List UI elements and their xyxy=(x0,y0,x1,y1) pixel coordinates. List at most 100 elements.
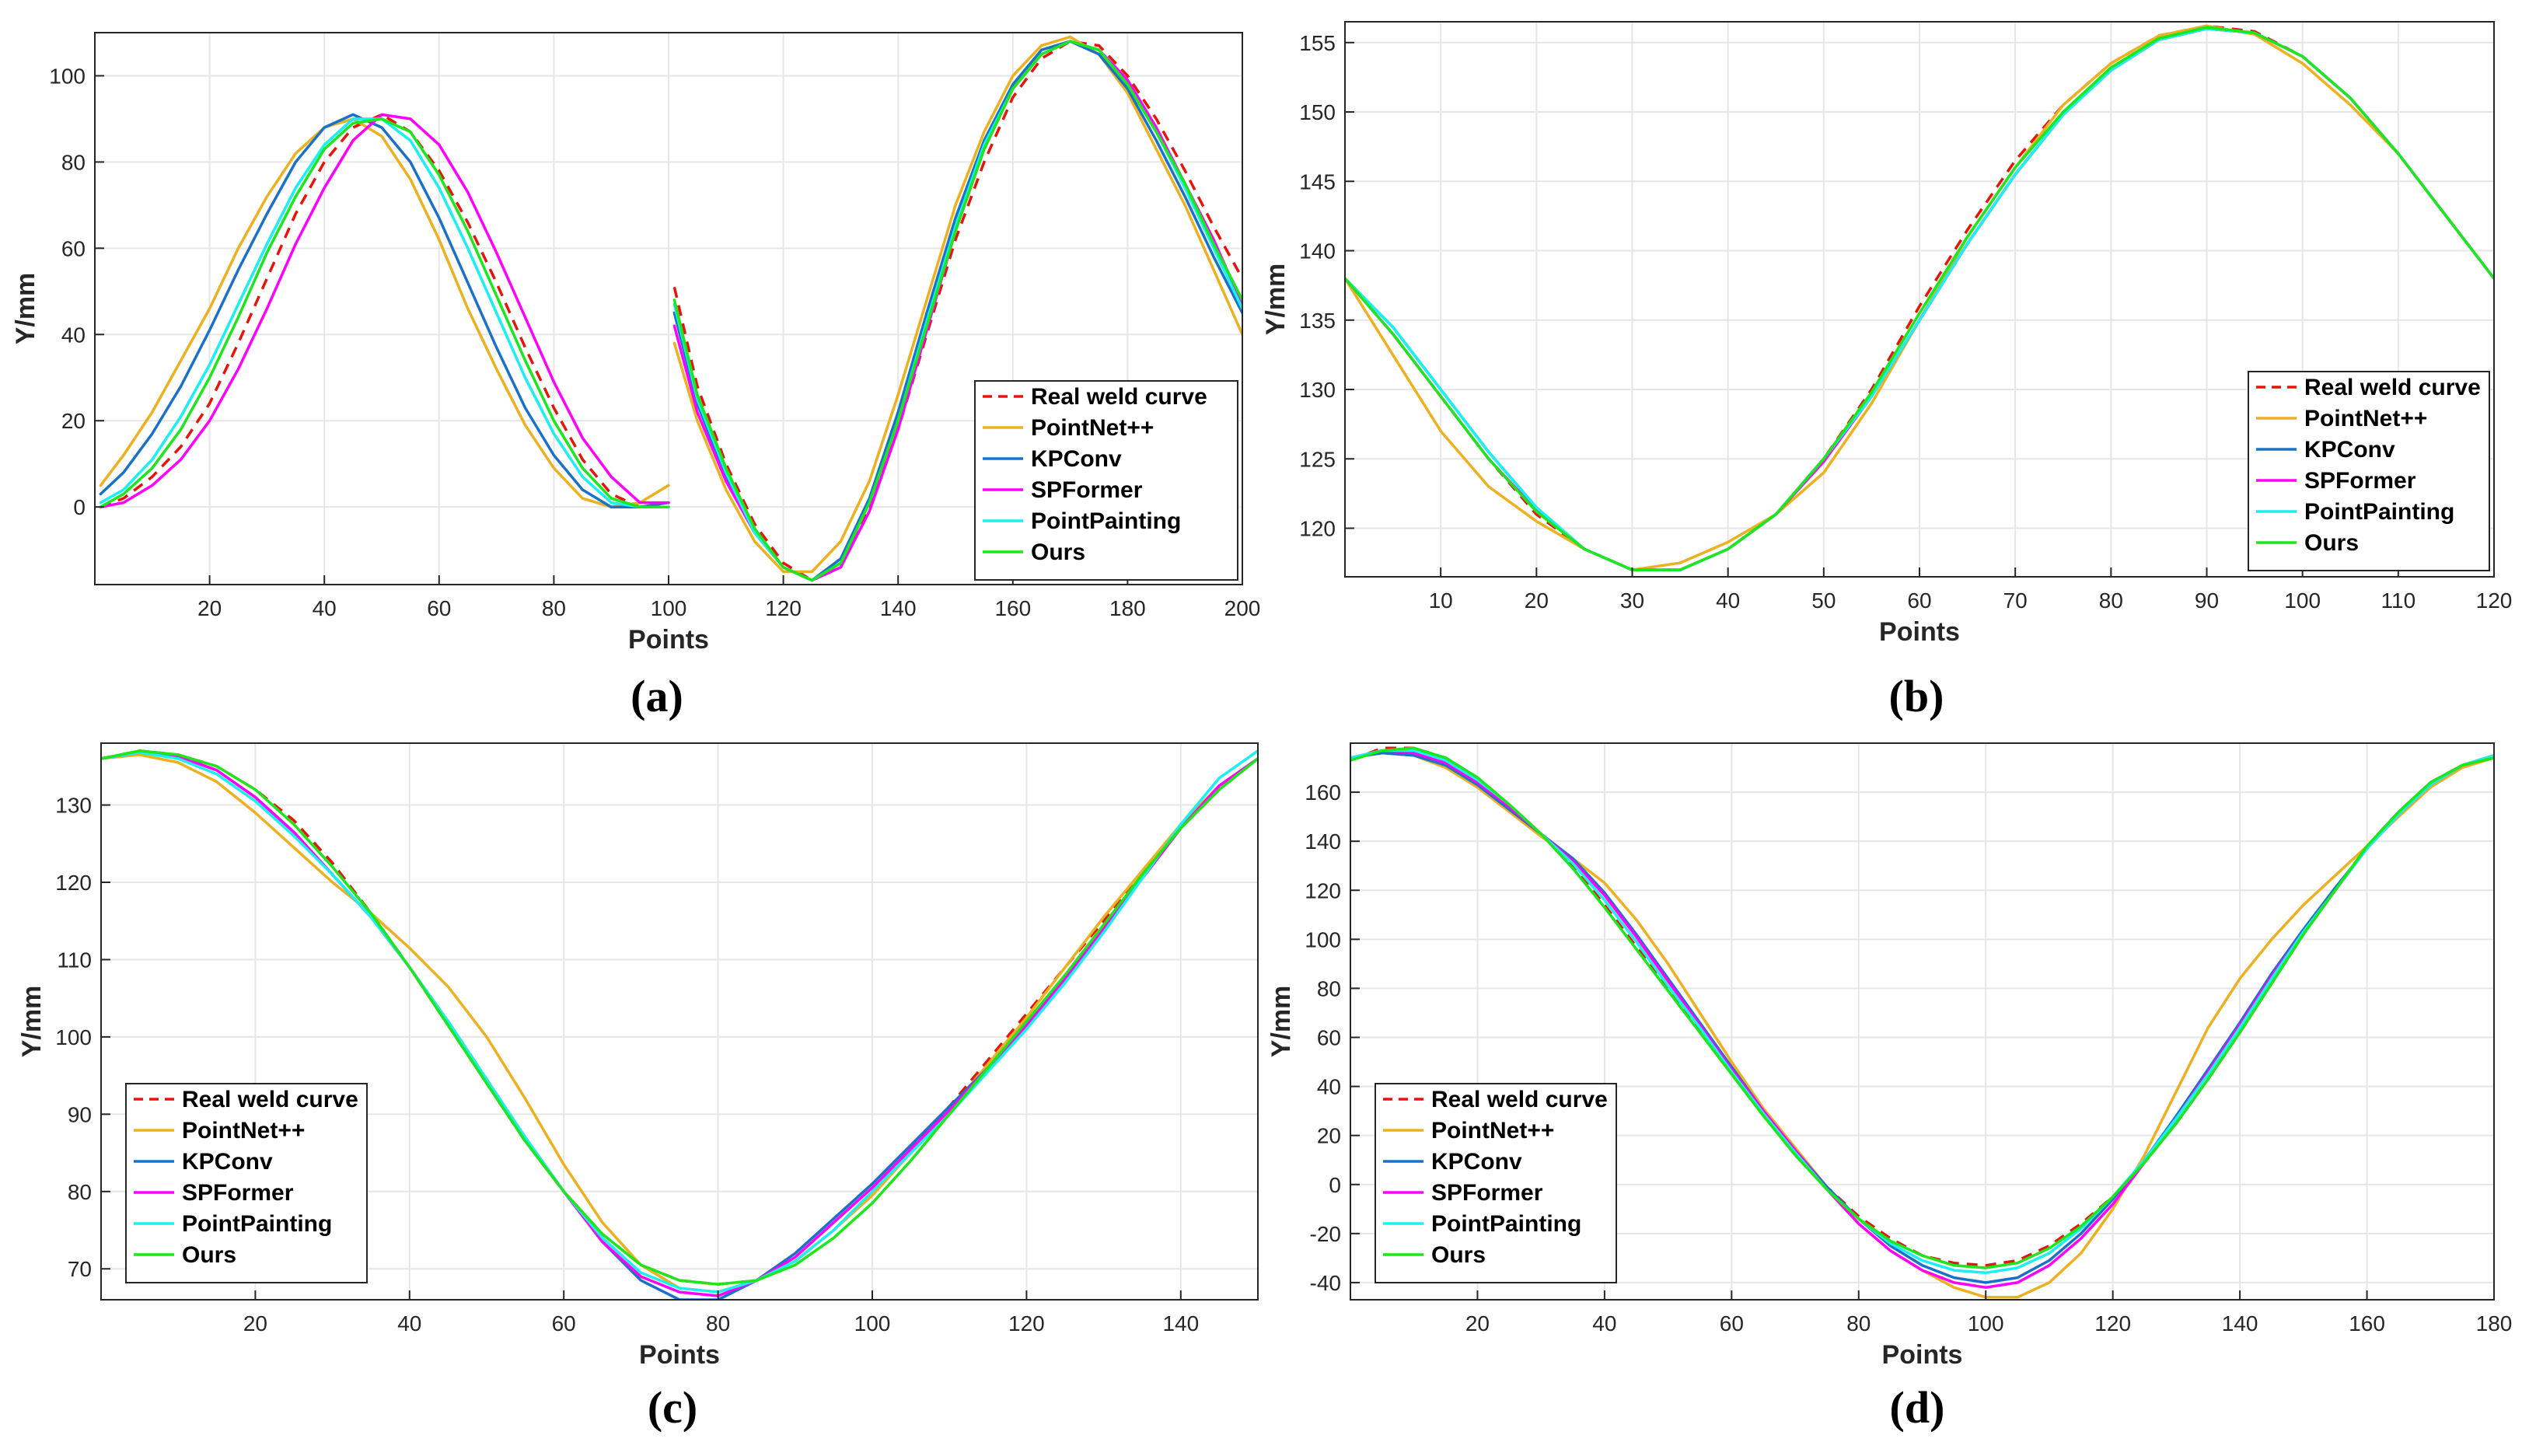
y-tick-label: 100 xyxy=(1305,927,1341,951)
x-tick-label: 100 xyxy=(854,1311,891,1336)
y-axis-label: Y/mm xyxy=(1266,986,1296,1058)
series-line-pointnet- xyxy=(672,35,1242,574)
y-tick-label: -40 xyxy=(1310,1271,1341,1295)
legend-entry: Real weld curve xyxy=(1431,1087,1608,1112)
x-axis-label: Points xyxy=(628,625,709,655)
y-tick-label: 0 xyxy=(73,495,86,519)
legend-entry: KPConv xyxy=(2304,437,2395,463)
series-line-ours xyxy=(1345,26,2494,571)
x-tick-label: 10 xyxy=(1429,588,1453,613)
plot-area xyxy=(1350,746,2494,1299)
x-tick-label: 160 xyxy=(994,596,1031,620)
y-tick-label: 70 xyxy=(68,1257,92,1281)
chart-b: 10 20 30 40 50 60 70 80 90 100 110 120 120 125 130 135 1… xyxy=(1261,21,2513,721)
y-tick-label: 20 xyxy=(1317,1124,1341,1148)
y-tick-label: 145 xyxy=(1299,169,1336,194)
axes-frame xyxy=(100,742,1259,1301)
legend-entry: SPFormer xyxy=(182,1180,294,1206)
x-tick-label: 60 xyxy=(1907,588,1931,613)
panel-label: (b) xyxy=(1889,671,1944,721)
chart-c: 20 40 60 80 100 120 140 70 80 90 100 110 120 130 Point… xyxy=(17,742,1259,1433)
y-tick-label: 110 xyxy=(57,948,92,972)
y-tick-label: 90 xyxy=(68,1102,92,1126)
legend: Real weld curve PointNet++ KPConv SPFormer P… xyxy=(2248,371,2490,571)
legend-entry: Ours xyxy=(2304,530,2359,556)
legend-entry: PointPainting xyxy=(1431,1211,1581,1237)
legend-entry: PointNet++ xyxy=(1431,1118,1554,1144)
series-line-spformer xyxy=(101,751,1258,1297)
series-line-spformer xyxy=(99,113,670,508)
x-tick-label: 140 xyxy=(1162,1311,1199,1336)
x-tick-label: 60 xyxy=(1720,1311,1744,1336)
x-tick-label: 120 xyxy=(2476,588,2513,613)
x-tick-label: 140 xyxy=(880,596,917,620)
x-tick-label: 110 xyxy=(2381,588,2416,613)
axes-frame xyxy=(1350,742,2495,1301)
series-line-ours xyxy=(672,40,1242,582)
legend-entry: PointNet++ xyxy=(2304,406,2427,431)
legend-entry: Real weld curve xyxy=(182,1087,358,1112)
y-tick-label: 125 xyxy=(1299,447,1336,471)
legend-box xyxy=(974,380,1238,581)
y-tick-label: 20 xyxy=(61,409,86,433)
legend-entry: PointNet++ xyxy=(182,1118,305,1144)
legend-entry: Real weld curve xyxy=(2304,375,2481,400)
x-tick-label: 40 xyxy=(1716,588,1740,613)
x-tick-label: 80 xyxy=(2099,588,2123,613)
y-tick-label: 160 xyxy=(1305,780,1341,805)
x-tick-label: 20 xyxy=(243,1311,267,1336)
x-tick-label: 40 xyxy=(1592,1311,1616,1336)
series-line-real-weld-curve xyxy=(100,113,669,508)
plot-area xyxy=(1345,24,2494,571)
x-tick-label: 160 xyxy=(2349,1311,2385,1336)
legend-entry: Real weld curve xyxy=(1031,384,1207,410)
chart-a: 20 40 60 80 100 120 140 160 180 200 0 20 40 60 80 100 Po… xyxy=(11,32,1261,721)
y-axis-label: Y/mm xyxy=(11,273,40,345)
legend: Real weld curve PointNet++ KPConv SPFormer P… xyxy=(974,380,1238,581)
series-line-real-weld-curve xyxy=(672,40,1242,582)
y-tick-label: 80 xyxy=(1317,976,1341,1000)
y-tick-label: 130 xyxy=(55,794,92,818)
legend-entry: PointNet++ xyxy=(1031,415,1154,441)
x-tick-label: 200 xyxy=(1224,596,1261,620)
series-line-kpconv xyxy=(99,113,670,508)
legend-box xyxy=(2248,371,2490,571)
legend-entry: PointPainting xyxy=(1031,508,1181,534)
x-tick-label: 140 xyxy=(2222,1311,2258,1336)
series-line-real-weld-curve xyxy=(101,749,1258,1286)
legend: Real weld curve PointNet++ KPConv SPFormer P… xyxy=(125,1083,368,1283)
y-tick-label: 80 xyxy=(61,150,86,174)
legend-entry: KPConv xyxy=(182,1149,273,1175)
x-tick-label: 80 xyxy=(1846,1311,1871,1336)
y-tick-label: 135 xyxy=(1299,309,1336,333)
series-line-pointpainting xyxy=(101,749,1258,1294)
legend-entry: SPFormer xyxy=(2304,468,2416,494)
series-line-pointpainting xyxy=(99,117,670,508)
y-tick-label: 40 xyxy=(61,323,86,347)
x-tick-label: 40 xyxy=(397,1311,421,1336)
x-axis-label: Points xyxy=(1882,1340,1963,1370)
y-tick-label: 155 xyxy=(1299,31,1336,55)
y-tick-label: 120 xyxy=(1305,878,1341,903)
plot-area xyxy=(99,35,1242,582)
x-axis-label: Points xyxy=(639,1340,720,1370)
plot-area xyxy=(101,749,1258,1300)
x-tick-label: 60 xyxy=(427,596,451,620)
x-tick-label: 90 xyxy=(2195,588,2219,613)
series-line-ours xyxy=(101,749,1258,1286)
x-tick-label: 20 xyxy=(197,596,222,620)
x-tick-label: 80 xyxy=(542,596,566,620)
legend-entry: PointPainting xyxy=(182,1211,332,1237)
legend-entry: KPConv xyxy=(1031,446,1122,472)
series-line-pointnet- xyxy=(99,117,670,508)
x-tick-label: 20 xyxy=(1465,1311,1490,1336)
y-tick-label: -20 xyxy=(1310,1222,1341,1246)
x-tick-label: 70 xyxy=(2003,588,2028,613)
x-tick-label: 60 xyxy=(552,1311,576,1336)
x-tick-label: 120 xyxy=(1008,1311,1045,1336)
y-tick-label: 80 xyxy=(68,1180,92,1204)
x-tick-label: 120 xyxy=(765,596,802,620)
y-tick-label: 60 xyxy=(1317,1026,1341,1050)
panel-label: (c) xyxy=(648,1382,697,1433)
